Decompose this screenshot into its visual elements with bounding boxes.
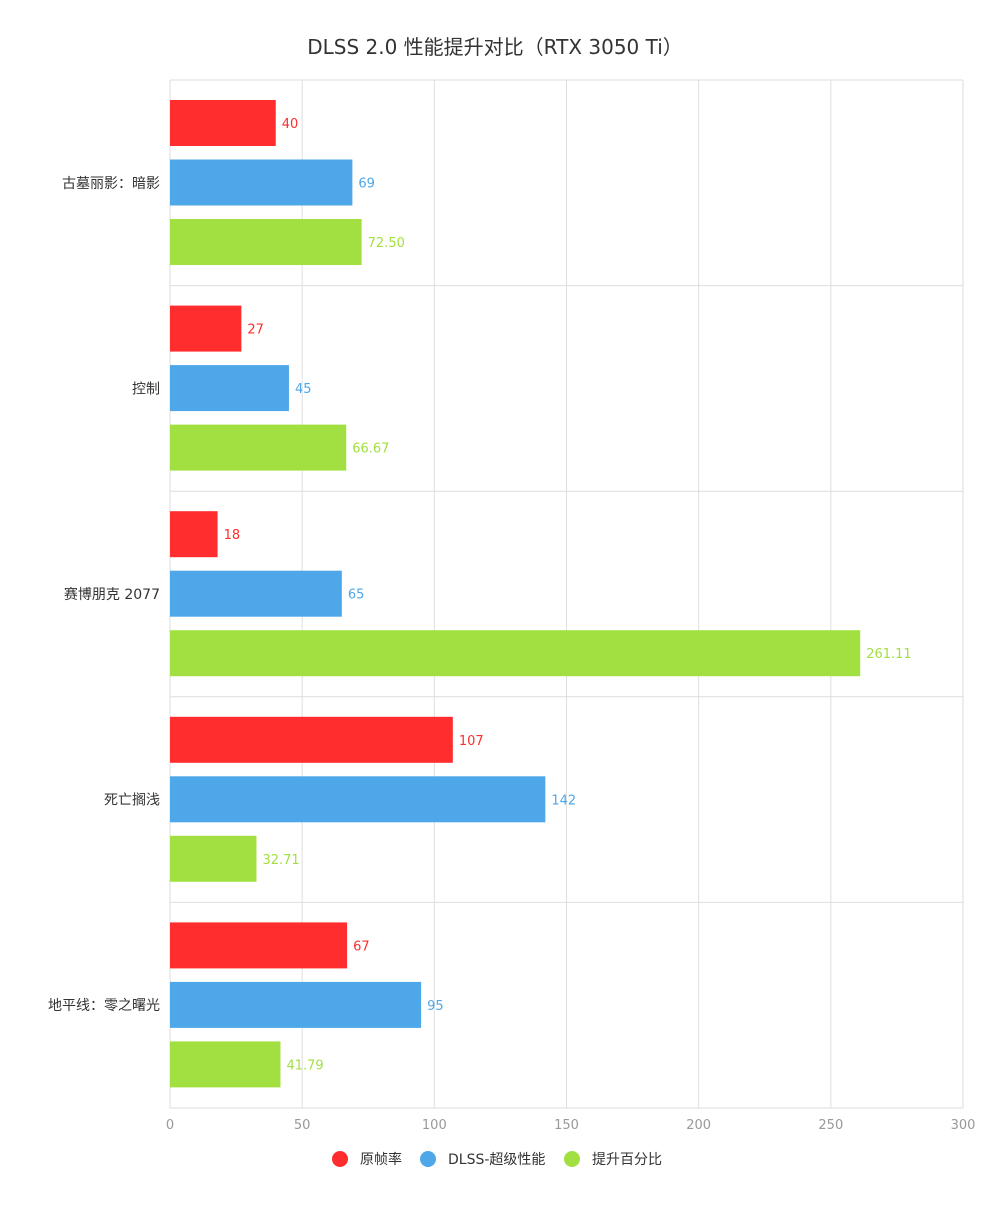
x-axis-ticks: 0 50 100 150 200 250 300 [166, 1118, 976, 1133]
bar-2-series-2[interactable] [170, 630, 861, 677]
data-labels: 40 69 72.50 27 45 66.67 18 65 261.11 107 142 32.71 6… [224, 117, 912, 1073]
legend-label-2: 提升百分比 [592, 1152, 662, 1168]
x-tick-label-100: 100 [422, 1118, 447, 1133]
data-label-2-series-0: 18 [224, 528, 241, 543]
bar-0-series-1[interactable] [170, 159, 353, 206]
category-label-4: 地平线：零之曙光 [48, 998, 160, 1014]
bar-2-series-1[interactable] [170, 570, 342, 617]
data-label-3-series-2: 32.71 [262, 853, 299, 868]
data-label-3-series-0: 107 [459, 734, 484, 749]
category-label-1: 控制 [132, 381, 160, 397]
bars [170, 100, 861, 1088]
bar-3-series-1[interactable] [170, 776, 546, 823]
legend-label-0: 原帧率 [360, 1151, 402, 1168]
bar-3-series-2[interactable] [170, 835, 257, 882]
legend-label-1: DLSS-超级性能 [448, 1152, 545, 1168]
legend-item-2[interactable]: 提升百分比 [564, 1151, 662, 1168]
bar-3-series-0[interactable] [170, 716, 453, 763]
legend-marker-2 [564, 1151, 580, 1167]
bar-4-series-1[interactable] [170, 981, 422, 1028]
bar-1-series-2[interactable] [170, 424, 347, 471]
category-label-2: 赛博朋克 2077 [64, 586, 160, 603]
bar-2-series-0[interactable] [170, 511, 218, 558]
data-label-2-series-1: 65 [348, 588, 365, 603]
category-label-0: 古墓丽影：暗影 [62, 176, 160, 192]
x-tick-label-150: 150 [554, 1118, 579, 1133]
data-label-2-series-2: 261.11 [866, 647, 912, 662]
legend-item-1[interactable]: DLSS-超级性能 [420, 1151, 545, 1168]
data-label-0-series-0: 40 [282, 117, 299, 132]
data-label-1-series-1: 45 [295, 382, 312, 397]
data-label-4-series-0: 67 [353, 939, 370, 954]
x-tick-label-250: 250 [818, 1118, 843, 1133]
x-tick-label-0: 0 [166, 1118, 174, 1133]
bar-0-series-2[interactable] [170, 219, 362, 265]
bar-4-series-0[interactable] [170, 922, 348, 969]
bar-4-series-2[interactable] [170, 1041, 281, 1088]
legend-marker-0 [332, 1151, 348, 1167]
data-label-0-series-1: 69 [358, 177, 375, 192]
data-label-3-series-1: 142 [551, 793, 576, 808]
bar-1-series-1[interactable] [170, 365, 289, 412]
x-tick-label-200: 200 [686, 1118, 711, 1133]
bar-1-series-0[interactable] [170, 305, 242, 352]
legend-marker-1 [420, 1151, 436, 1167]
data-label-1-series-2: 66.67 [352, 442, 389, 457]
data-label-0-series-2: 72.50 [368, 236, 405, 251]
data-label-4-series-2: 41.79 [286, 1058, 323, 1073]
chart-title: DLSS 2.0 性能提升对比（RTX 3050 Ti） [307, 35, 683, 59]
bar-0-series-0[interactable] [170, 100, 276, 146]
category-label-3: 死亡搁浅 [104, 793, 160, 809]
x-tick-label-50: 50 [294, 1118, 311, 1133]
data-label-4-series-1: 95 [427, 999, 444, 1014]
x-tick-label-300: 300 [951, 1118, 976, 1133]
legend[interactable]: 原帧率 DLSS-超级性能 提升百分比 [332, 1151, 662, 1168]
data-label-1-series-0: 27 [247, 323, 264, 338]
legend-item-0[interactable]: 原帧率 [332, 1151, 402, 1168]
